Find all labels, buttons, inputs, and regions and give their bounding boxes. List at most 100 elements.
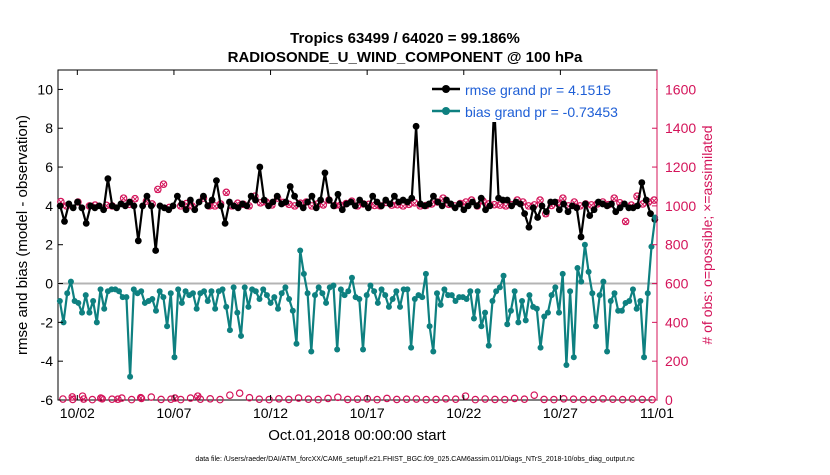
obs-assimilated-marker — [132, 196, 138, 203]
bias-point — [275, 305, 282, 312]
rmse-point — [369, 192, 377, 200]
obs-low-count-marker — [157, 395, 165, 404]
bias-point — [526, 292, 533, 299]
bias-point — [175, 286, 182, 293]
rmse-point — [551, 198, 559, 206]
bias-point — [238, 332, 245, 339]
rmse-point — [404, 198, 411, 206]
bias-point — [116, 288, 123, 295]
obs-low-count-marker — [618, 395, 627, 404]
bias-point — [500, 272, 507, 279]
rmse-point — [347, 198, 355, 206]
rmse-point — [373, 198, 381, 206]
obs-assimilated-marker — [502, 203, 509, 210]
rmse-point — [477, 194, 485, 202]
bias-point — [596, 292, 603, 299]
bias-point — [559, 270, 566, 277]
y-left-tick-label: -4 — [41, 353, 54, 369]
x-tick-label: 10/12 — [253, 405, 288, 421]
rmse-point — [65, 200, 73, 208]
rmse-point — [555, 206, 563, 214]
rmse-point — [295, 200, 303, 208]
bias-point — [629, 286, 636, 293]
bias-point — [308, 348, 315, 355]
bias-point — [441, 286, 448, 293]
bias-point — [75, 299, 82, 306]
obs-low-count-marker — [88, 395, 97, 404]
x-tick-label: 10/02 — [60, 405, 95, 421]
obs-low-count-marker — [373, 395, 381, 404]
bias-point — [297, 247, 304, 254]
obs-assimilated-marker — [559, 195, 566, 202]
obs-low-count-marker — [353, 395, 362, 404]
y-axis-right: 0 200 400 600 800 1000 1200 1400 1600 — [652, 70, 696, 408]
y-right-tick-label: 200 — [665, 353, 689, 369]
bias-point — [548, 292, 555, 299]
rmse-point — [221, 219, 229, 227]
bias-point — [515, 319, 522, 326]
rmse-point — [273, 192, 281, 200]
bias-point — [589, 290, 596, 297]
rmse-point — [186, 196, 194, 204]
y-left-tick-label: -2 — [41, 314, 54, 330]
obs-low-count-marker — [471, 395, 480, 404]
obs-low-count-marker — [461, 392, 470, 400]
rmse-point — [82, 219, 90, 227]
obs-assimilated-marker — [69, 394, 76, 401]
bias-point — [371, 288, 378, 295]
rmse-point — [538, 202, 546, 210]
obs-low-count-marker — [491, 395, 499, 404]
y-axis-left: -6 -4 -2 0 2 4 6 8 10 — [37, 81, 63, 408]
obs-low-count-marker — [304, 395, 313, 404]
y-axis-left-label: rmse and bias (model - observation) — [14, 115, 31, 355]
bias-point — [637, 298, 644, 304]
obs-low-count-marker — [137, 394, 146, 403]
rmse-point — [356, 196, 364, 204]
data-file-footer: data file: /Users/raeder/DAI/ATM_forcXX/… — [195, 456, 635, 463]
rmse-point — [173, 192, 181, 200]
rmse-point — [282, 198, 290, 206]
bias-point — [504, 321, 511, 328]
bias-point — [581, 241, 588, 248]
bias-point — [519, 298, 526, 304]
bias-point — [570, 354, 577, 361]
rmse-point — [308, 192, 316, 200]
bias-point — [507, 307, 514, 314]
obs-assimilated-marker — [497, 202, 504, 209]
rmse-point — [382, 196, 390, 204]
rmse-point — [451, 204, 459, 212]
obs-assimilated-marker — [211, 203, 218, 210]
rmse-point — [178, 200, 186, 208]
rmse-point — [317, 196, 325, 204]
rmse-point — [69, 204, 77, 212]
legend-rmse-label: rmse grand pr = 4.1515 — [465, 82, 611, 98]
bias-point — [367, 282, 374, 289]
bias-point — [127, 373, 134, 380]
rmse-series — [56, 101, 659, 254]
y-left-tick-label: 2 — [45, 237, 53, 253]
obs-low-count-marker — [294, 394, 303, 402]
obs-low-count-marker — [59, 395, 67, 403]
obs-low-count-marker — [265, 395, 273, 404]
rmse-point — [147, 202, 155, 210]
bias-point — [578, 278, 585, 285]
legend-bias-marker — [442, 107, 450, 115]
rmse-point — [521, 210, 529, 218]
obs-assimilated-marker — [588, 202, 595, 209]
obs-possible-marker — [621, 217, 630, 226]
rmse-point — [143, 192, 151, 200]
obs-low-count-marker — [147, 393, 156, 401]
bias-point — [160, 294, 167, 301]
obs-assimilated-marker — [286, 201, 292, 208]
bias-point — [171, 354, 178, 361]
bias-point — [470, 315, 477, 322]
obs-low-count-marker — [118, 394, 126, 402]
bias-point — [193, 305, 200, 312]
y-right-tick-label: 1400 — [665, 120, 696, 136]
rmse-point — [182, 206, 190, 214]
obs-assimilated-marker — [462, 199, 469, 206]
obs-low-count-marker — [78, 392, 87, 400]
bias-point — [252, 288, 259, 295]
rmse-point — [486, 202, 494, 210]
